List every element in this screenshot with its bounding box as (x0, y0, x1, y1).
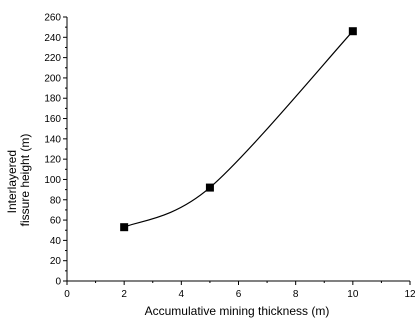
y-tick-label: 180 (44, 94, 61, 105)
series-line (123, 30, 354, 228)
data-point-marker (348, 27, 357, 36)
y-tick-label: 0 (55, 277, 61, 288)
y-tick-label: 60 (50, 216, 62, 227)
y-tick-label: 140 (44, 134, 61, 145)
y-tick-label: 40 (50, 236, 62, 247)
y-tick-label: 220 (44, 53, 61, 64)
x-tick-label: 4 (179, 289, 185, 300)
data-point-marker (205, 183, 214, 192)
axes: 0 20 40 60 80 100 120 140 160 180 200 220 240 260 0 2 4 6… (44, 13, 415, 301)
x-tick-label: 0 (64, 289, 70, 300)
y-tick-label: 100 (44, 175, 61, 186)
y-axis-title-line-2: fissure height (m) (18, 134, 32, 227)
x-tick-label: 6 (236, 289, 242, 300)
y-tick-label: 120 (44, 155, 61, 166)
y-tick-label: 260 (44, 13, 61, 24)
data-point-marker (120, 223, 129, 232)
y-tick-label: 160 (44, 114, 61, 125)
x-tick-label: 2 (121, 289, 127, 300)
y-axis-title: Interlayered fissure height (m) (5, 134, 32, 227)
y-tick-label: 20 (50, 256, 62, 267)
x-tick-label: 8 (293, 289, 299, 300)
x-tick-label: 10 (347, 289, 359, 300)
y-tick-label: 80 (50, 195, 62, 206)
y-tick-label: 240 (44, 33, 61, 44)
x-axis-title: Accumulative mining thickness (m) (145, 304, 330, 318)
y-tick-label: 200 (44, 73, 61, 84)
series-group (120, 27, 357, 232)
x-tick-label: 12 (404, 289, 415, 300)
y-axis-title-line-1: Interlayered (5, 150, 19, 213)
